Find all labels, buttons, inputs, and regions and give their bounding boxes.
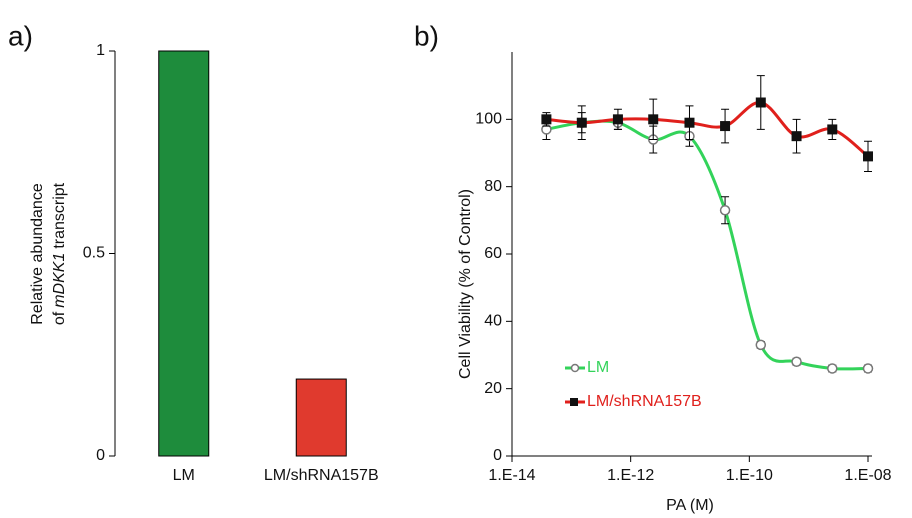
bar <box>158 50 210 457</box>
y-label-part: transcript <box>51 182 68 248</box>
y-tick-label: 20 <box>484 380 502 397</box>
y-tick-label: 0 <box>493 447 502 464</box>
marker <box>791 356 802 367</box>
legend-label: LM <box>587 359 609 376</box>
x-tick-label: 1.E-12 <box>607 467 654 484</box>
x-axis-label: PA (M) <box>666 497 714 514</box>
series-line <box>546 101 869 158</box>
panel-label: b) <box>414 20 439 51</box>
marker <box>576 117 587 128</box>
marker <box>827 124 838 135</box>
y-axis-label: of mDKK1 transcript <box>51 182 68 325</box>
panel-label: a) <box>8 20 33 51</box>
marker <box>863 151 873 162</box>
series-line <box>546 119 869 371</box>
marker <box>648 114 659 125</box>
y-tick-label: 40 <box>484 313 502 330</box>
legend-marker <box>570 363 580 373</box>
x-tick-label: 1.E-14 <box>488 467 535 484</box>
marker <box>862 363 874 374</box>
y-label-line: Relative abundance <box>29 183 46 325</box>
legend-label: LM/shRNA157B <box>587 393 702 410</box>
y-tick-label: 0 <box>96 447 105 464</box>
y-axis-label: Relative abundance <box>29 183 46 325</box>
x-tick-label: 1.E-10 <box>726 467 773 484</box>
y-tick-label: 100 <box>475 111 502 128</box>
y-axis-label: Cell Viability (% of Control) <box>457 189 474 379</box>
marker <box>755 97 766 108</box>
y-label-part: of <box>51 311 68 325</box>
marker <box>684 117 695 128</box>
marker <box>755 339 767 351</box>
marker <box>827 363 838 374</box>
marker <box>791 131 802 142</box>
y-tick-label: 0.5 <box>83 245 105 262</box>
bar <box>295 378 347 457</box>
legend-marker <box>570 398 578 406</box>
marker <box>612 114 623 125</box>
y-label-italic: mDKK1 <box>51 253 68 308</box>
y-tick-label: 80 <box>484 178 502 195</box>
marker <box>719 204 731 216</box>
marker <box>541 114 552 125</box>
y-tick-label: 60 <box>484 245 502 262</box>
x-tick-label: 1.E-08 <box>844 467 891 484</box>
x-tick-label: LM/shRNA157B <box>264 467 379 484</box>
x-tick-label: LM <box>173 467 195 484</box>
marker <box>720 121 731 132</box>
y-tick-label: 1 <box>96 42 105 59</box>
